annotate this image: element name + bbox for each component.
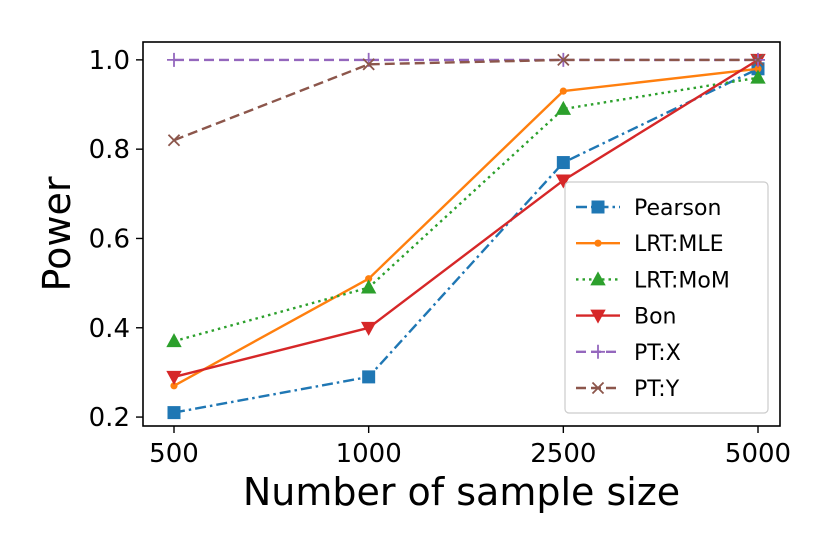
y-tick-label: 0.4 bbox=[89, 314, 130, 344]
x-tick-label: 5000 bbox=[725, 439, 791, 469]
x-tick-label: 1000 bbox=[336, 439, 402, 469]
y-tick-label: 0.8 bbox=[89, 135, 130, 165]
data-point bbox=[750, 69, 766, 84]
legend-label: LRT:MoM bbox=[634, 268, 730, 293]
x-tick-label: 500 bbox=[149, 439, 199, 469]
data-point bbox=[170, 382, 178, 390]
legend-entry: PT:Y bbox=[576, 377, 680, 402]
legend-entry: LRT:MoM bbox=[576, 268, 730, 293]
data-point bbox=[556, 156, 570, 170]
data-point bbox=[167, 406, 181, 420]
legend-entry: Pearson bbox=[576, 196, 721, 221]
data-point bbox=[555, 100, 572, 115]
y-tick-label: 0.2 bbox=[89, 403, 130, 433]
data-point bbox=[559, 87, 567, 95]
series-line-pt-y bbox=[173, 58, 758, 142]
y-axis-title: Power bbox=[35, 176, 79, 291]
legend-marker bbox=[591, 200, 605, 214]
data-point bbox=[365, 275, 373, 283]
legend-marker bbox=[590, 271, 606, 286]
data-point bbox=[754, 65, 762, 73]
y-tick-label: 1.0 bbox=[89, 46, 130, 76]
x-tick-label: 2500 bbox=[530, 439, 596, 469]
legend-marker bbox=[594, 239, 602, 247]
axis-ticks: 500 1000 2500 5000 0.2 0.4 0.6 0.8 1.0 bbox=[89, 46, 791, 469]
series-line-bon bbox=[173, 58, 759, 379]
data-point bbox=[751, 53, 765, 67]
series-line-lrt-mle bbox=[173, 67, 759, 387]
legend: Pearson LRT:MLE LRT:MoM Bon PT:X PT:Y bbox=[564, 181, 769, 414]
plot-area bbox=[166, 52, 766, 420]
data-point bbox=[167, 52, 181, 67]
data-point bbox=[166, 333, 182, 348]
legend-label: Bon bbox=[634, 305, 677, 330]
axes-frame bbox=[142, 41, 781, 427]
legend-label: PT:Y bbox=[634, 377, 680, 402]
y-tick-label: 0.6 bbox=[89, 224, 130, 254]
legend-marker bbox=[591, 344, 605, 359]
data-point bbox=[166, 370, 182, 385]
legend-box bbox=[564, 181, 769, 414]
data-point bbox=[557, 53, 570, 67]
legend-label: PT:X bbox=[634, 341, 681, 366]
legend-entry: PT:X bbox=[576, 341, 681, 366]
data-point bbox=[362, 370, 376, 384]
data-point bbox=[362, 58, 375, 71]
legend-label: LRT:MLE bbox=[634, 232, 724, 257]
data-point bbox=[555, 174, 572, 189]
data-point bbox=[360, 321, 377, 336]
x-axis-title: Number of sample size bbox=[243, 470, 680, 514]
data-point bbox=[167, 134, 181, 147]
legend-entry: Bon bbox=[576, 305, 677, 330]
legend-marker bbox=[590, 309, 606, 324]
legend-label: Pearson bbox=[634, 196, 721, 221]
data-point bbox=[360, 279, 377, 294]
legend-entry: LRT:MLE bbox=[576, 232, 724, 257]
legend-marker bbox=[591, 381, 605, 395]
